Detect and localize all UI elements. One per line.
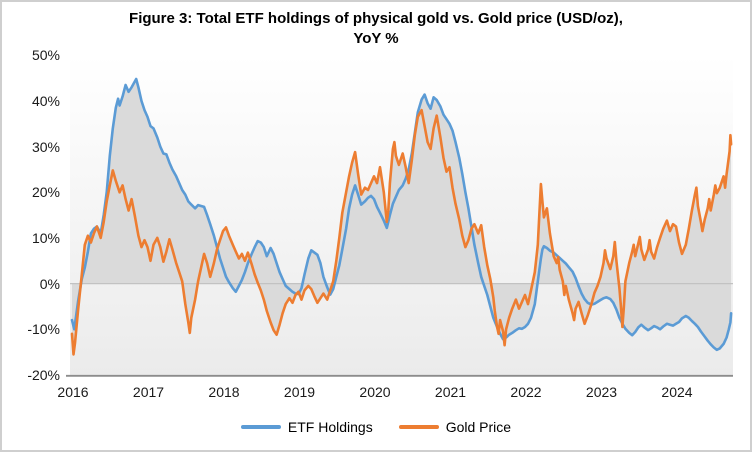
legend-item: ETF Holdings xyxy=(240,419,373,435)
y-tick-label: 0% xyxy=(39,275,60,292)
y-tick-label: 50% xyxy=(31,47,60,64)
legend-line-swatch xyxy=(240,425,281,429)
x-tick-label: 2017 xyxy=(132,384,165,400)
legend-line-swatch xyxy=(398,425,439,429)
legend-item: Gold Price xyxy=(398,419,512,435)
chart-title-line1: Figure 3: Total ETF holdings of physical… xyxy=(129,10,623,27)
y-tick-label: 30% xyxy=(31,138,60,155)
y-tick-label: -10% xyxy=(27,321,60,338)
y-tick-label: 40% xyxy=(31,93,60,109)
x-tick-label: 2022 xyxy=(510,384,542,400)
x-tick-label: 2024 xyxy=(661,384,693,400)
series-line-etf-holdings xyxy=(70,77,733,352)
y-tick-label: 10% xyxy=(31,229,60,246)
x-tick-label: 2019 xyxy=(283,384,316,400)
x-tick-label: 2018 xyxy=(208,384,240,400)
chart-title: Figure 3: Total ETF holdings of physical… xyxy=(2,9,750,50)
legend-label: ETF Holdings xyxy=(287,419,373,435)
chart-title-line2: YoY % xyxy=(353,30,399,48)
legend-label: Gold Price xyxy=(445,419,512,435)
y-tick-label: 20% xyxy=(31,184,60,201)
x-tick-label: 2020 xyxy=(359,384,391,400)
x-tick-label: 2021 xyxy=(434,384,467,400)
legend: ETF Holdings Gold Price xyxy=(2,419,750,435)
x-tick-label: 2016 xyxy=(57,384,89,400)
y-tick-label: -20% xyxy=(27,366,60,383)
x-tick-label: 2023 xyxy=(585,384,618,400)
area-fill-gold-price xyxy=(72,110,732,355)
series-line-gold-price xyxy=(70,108,733,356)
